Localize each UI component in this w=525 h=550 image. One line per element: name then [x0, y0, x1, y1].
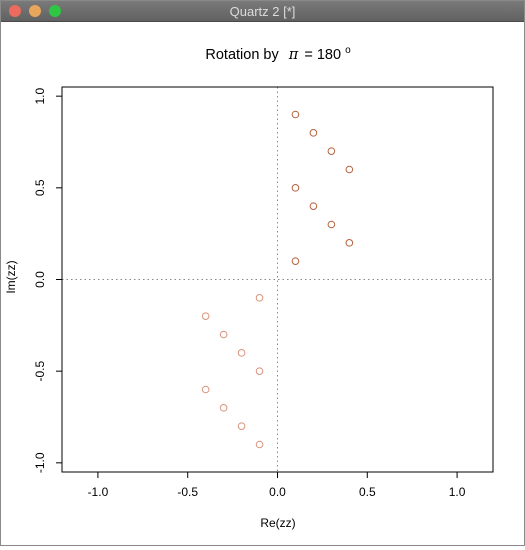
- data-point: [291, 110, 300, 119]
- plot-frame: [61, 86, 494, 473]
- data-point: [237, 349, 246, 357]
- chart-title: Rotation by π = 180 o: [205, 45, 351, 63]
- data-point: [309, 202, 318, 210]
- x-tick-label: -1.0: [88, 485, 109, 499]
- y-tick-label: 0.5: [33, 179, 47, 196]
- y-tick-label: -0.5: [33, 361, 47, 382]
- x-tick-label: 0.0: [269, 485, 286, 499]
- y-tick-label: 1.0: [33, 88, 47, 105]
- data-point: [255, 367, 264, 375]
- x-axis-label: Re(zz): [260, 516, 295, 530]
- data-point: [291, 184, 300, 192]
- plot-area: Rotation by π = 180 o -1.0 -0.5 0.0 0.5 1.0-…: [1, 22, 524, 545]
- data-point: [309, 129, 318, 137]
- data-point: [255, 294, 264, 302]
- scatter-chart: Rotation by π = 180 o -1.0 -0.5 0.0 0.5 1.0-…: [4, 45, 494, 530]
- x-tick-label: -0.5: [177, 485, 198, 499]
- window-title: Quartz 2 [*]: [229, 4, 296, 19]
- chart-title-symbol: π: [288, 47, 299, 63]
- y-axis-label: Im(zz): [4, 260, 18, 293]
- plot-layer: -1.0 -0.5 0.0 0.5 1.0 -1.0 -0.5 0.0 0.5 1.0: [33, 86, 494, 499]
- data-point: [219, 330, 228, 339]
- chart-title-value: = 180: [304, 47, 341, 63]
- data-point: [345, 239, 354, 247]
- data-point: [201, 385, 210, 394]
- data-point: [219, 404, 228, 412]
- title-bar[interactable]: Quartz 2 [*]: [1, 1, 524, 22]
- minimize-button[interactable]: [29, 5, 41, 17]
- data-point: [327, 220, 336, 229]
- data-point: [201, 312, 210, 320]
- x-tick-label: 0.5: [359, 485, 376, 499]
- close-button[interactable]: [9, 5, 21, 17]
- data-point: [327, 147, 336, 155]
- data-point: [345, 165, 354, 174]
- chart-title-superscript: o: [345, 45, 351, 56]
- data-point: [255, 440, 264, 449]
- zoom-button[interactable]: [49, 5, 61, 17]
- y-tick-label: -1.0: [33, 452, 47, 473]
- x-tick-label: 1.0: [449, 485, 466, 499]
- data-point: [237, 422, 246, 430]
- chart-title-prefix: Rotation by: [205, 47, 279, 63]
- data-point: [291, 257, 300, 265]
- y-tick-label: 0.0: [33, 271, 47, 288]
